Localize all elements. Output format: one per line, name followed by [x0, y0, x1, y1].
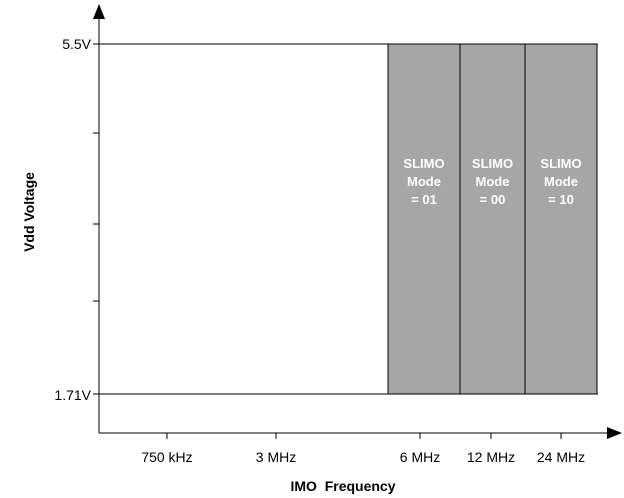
- x-tick-label: 12 MHz: [467, 449, 515, 465]
- slimo-region-bar: [459, 43, 526, 395]
- x-tick-label: 6 MHz: [400, 449, 440, 465]
- y-axis-title: Vdd Voltage: [21, 172, 37, 252]
- slimo-region-label: Mode: [407, 174, 441, 189]
- y-axis-arrowhead: [93, 4, 105, 19]
- slimo-region-bar: [524, 43, 598, 395]
- slimo-region-bar: [387, 43, 461, 395]
- x-tick-label: 24 MHz: [537, 449, 585, 465]
- slimo-region-label: SLIMO: [472, 156, 513, 171]
- slimo-region-label: SLIMO: [540, 156, 581, 171]
- slimo-region-label: Mode: [544, 174, 578, 189]
- slimo-region-label: = 01: [411, 192, 437, 207]
- x-axis-arrowhead: [607, 427, 622, 439]
- x-axis-title: IMO Frequency: [290, 478, 395, 494]
- slimo-region-label: = 00: [480, 192, 506, 207]
- slimo-region-label: Mode: [476, 174, 510, 189]
- x-tick-label: 750 kHz: [141, 449, 192, 465]
- y-tick-label-max: 5.5V: [62, 36, 91, 52]
- x-tick-label: 3 MHz: [256, 449, 296, 465]
- slimo-mode-regions: SLIMO Mode = 01 SLIMO Mode = 00 SLIMO Mode = 10: [387, 43, 598, 395]
- slimo-region-label: = 10: [548, 192, 574, 207]
- slimo-region-label: SLIMO: [403, 156, 444, 171]
- y-tick-label-min: 1.71V: [54, 387, 91, 403]
